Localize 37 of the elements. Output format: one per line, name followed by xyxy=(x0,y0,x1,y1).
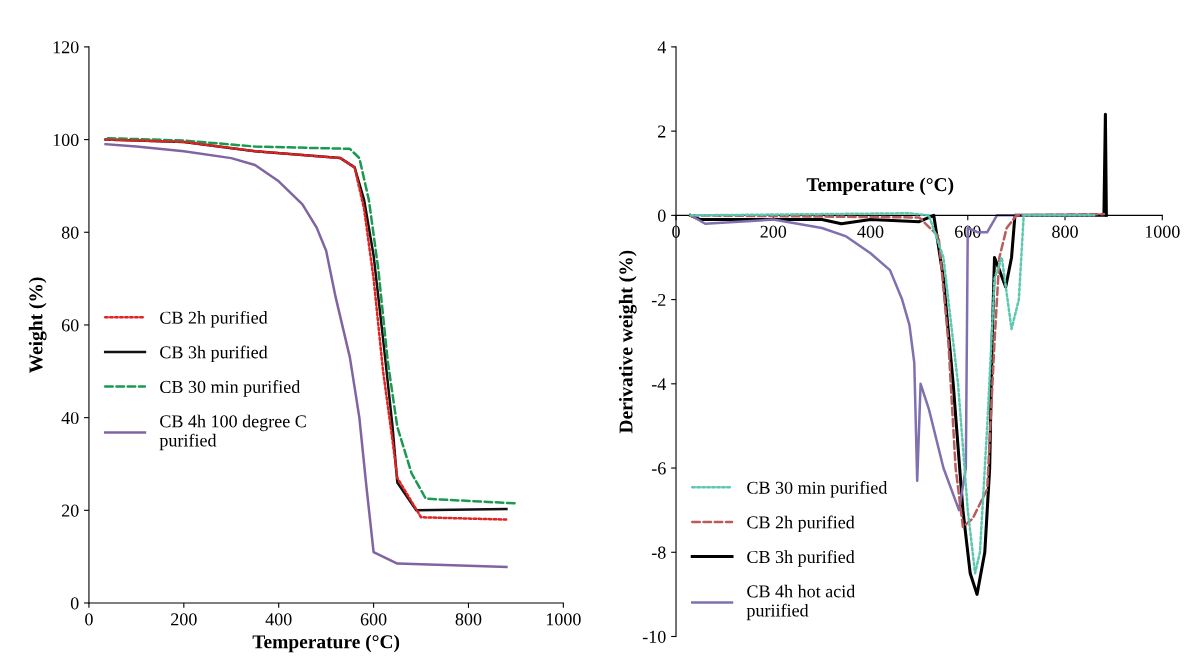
x-tick-label: 400 xyxy=(265,613,292,626)
x-tick-label: 600 xyxy=(360,613,387,626)
y-tick-label: 100 xyxy=(53,133,79,147)
y-axis-title: Weight (%) xyxy=(28,277,47,374)
legend-label: CB 2h purified xyxy=(160,310,268,328)
y-tick-label: -4 xyxy=(651,378,667,391)
y-tick-label: 120 xyxy=(53,41,79,54)
y-axis-title: Derivative weight (%) xyxy=(618,250,637,434)
y-tick-label: 20 xyxy=(61,504,79,517)
y-tick-label: 0 xyxy=(70,597,79,610)
y-tick-label: -8 xyxy=(651,546,666,559)
legend-label: CB 4h hot acid puriified xyxy=(746,584,856,621)
x-tick-label: 1000 xyxy=(1145,225,1180,238)
legend-label: CB 4h 100 degree C purified xyxy=(159,414,306,451)
y-tick-label: -2 xyxy=(651,293,666,306)
x-tick-label: 1000 xyxy=(546,613,581,626)
y-tick-label: 4 xyxy=(657,41,667,54)
y-tick-label: 40 xyxy=(61,411,79,425)
x-tick-label: 0 xyxy=(85,613,93,626)
y-tick-label: 80 xyxy=(61,226,79,239)
y-tick-label: -10 xyxy=(642,630,666,643)
y-tick-label: 0 xyxy=(657,209,666,222)
legend-label: CB 2h purified xyxy=(747,515,855,533)
legend-label: CB 30 min purified xyxy=(747,480,888,498)
x-tick-label: 200 xyxy=(171,613,197,626)
y-tick-label: 60 xyxy=(61,319,79,332)
x-tick-label: 200 xyxy=(760,225,787,238)
x-axis-title: Temperature (°C) xyxy=(252,634,400,653)
legend-label: CB 30 min purified xyxy=(160,380,301,397)
x-tick-label: 800 xyxy=(455,613,482,626)
x-axis-title: Temperature (°C) xyxy=(806,177,954,196)
y-tick-label: 2 xyxy=(658,125,666,138)
legend-label: CB 3h purified xyxy=(160,345,268,363)
x-tick-label: 400 xyxy=(857,225,884,238)
y-tick-label: -6 xyxy=(651,462,666,475)
legend-label: CB 3h purified xyxy=(747,550,855,567)
x-tick-label: 800 xyxy=(1052,225,1078,238)
